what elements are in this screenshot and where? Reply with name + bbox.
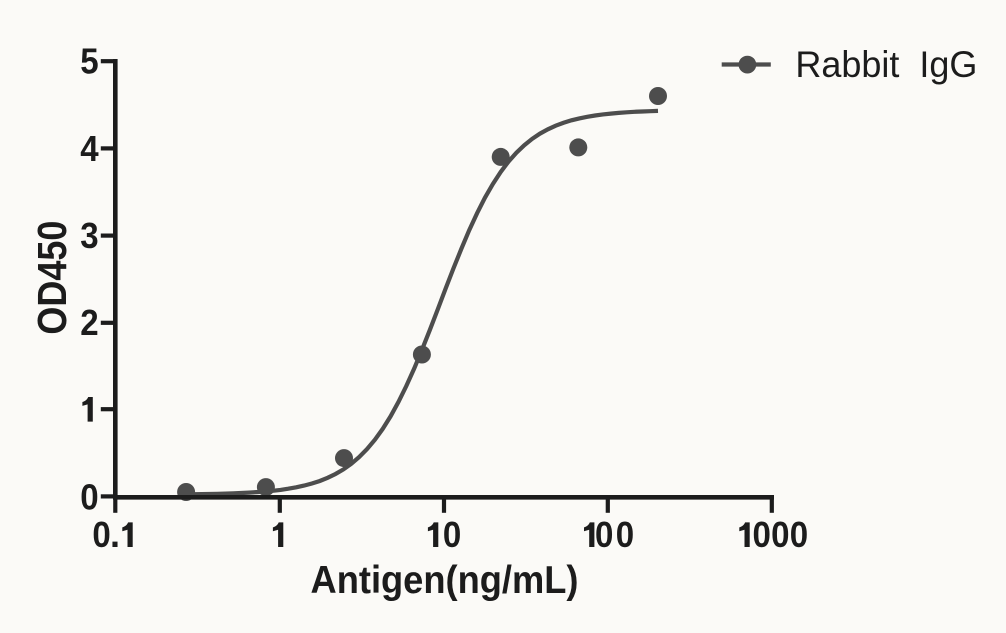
svg-text:0: 0 — [790, 514, 808, 555]
svg-text:0: 0 — [771, 514, 789, 555]
svg-text:5: 5 — [80, 41, 98, 82]
svg-text:0: 0 — [80, 477, 98, 518]
svg-text:0: 0 — [443, 514, 461, 555]
svg-text:OD450: OD450 — [29, 221, 75, 335]
svg-text:0: 0 — [92, 514, 110, 555]
svg-text:0: 0 — [753, 514, 771, 555]
svg-text:2: 2 — [80, 302, 98, 343]
svg-text:3: 3 — [80, 215, 98, 256]
svg-text:4: 4 — [80, 128, 98, 169]
svg-text:Antigen(ng/mL): Antigen(ng/mL) — [311, 559, 579, 602]
svg-text:Rabbit IgG: Rabbit IgG — [795, 44, 977, 85]
svg-text:0: 0 — [595, 514, 613, 555]
svg-text:0: 0 — [616, 514, 634, 555]
svg-text:.: . — [110, 514, 120, 555]
